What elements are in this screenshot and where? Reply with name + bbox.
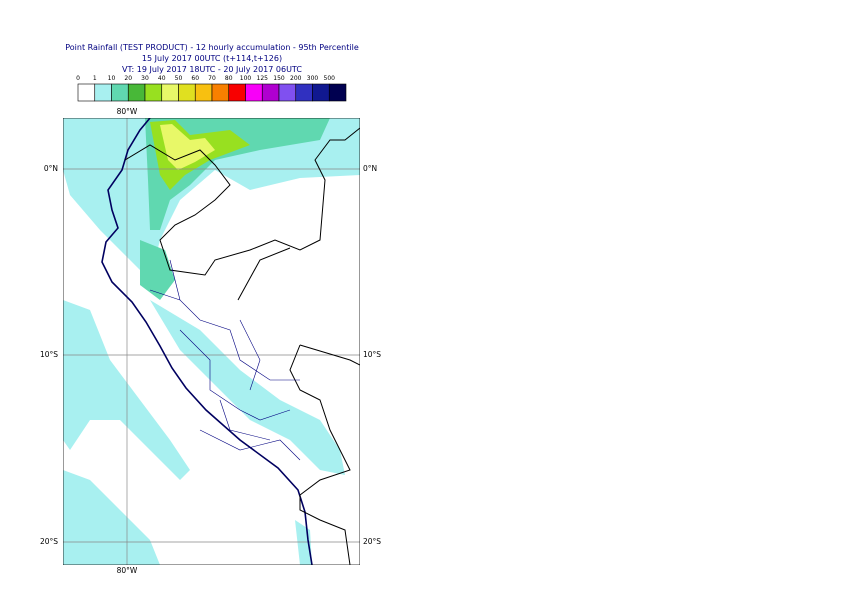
- colorbar-tick-label: 100: [240, 75, 252, 82]
- colorbar-swatch: [261, 83, 280, 102]
- lat-label: 10°S: [40, 350, 58, 359]
- colorbar-tick-label: 500: [324, 75, 336, 82]
- colorbar-swatch: [194, 83, 213, 102]
- valid-time: VT: 19 July 2017 18UTC - 20 July 2017 06…: [122, 65, 302, 74]
- base-time: 15 July 2017 00UTC (t+114,t+126): [142, 54, 282, 63]
- colorbar: 0 1 10 20 30 40 50 60 70 80 100 125 150 200 300 500: [76, 75, 347, 102]
- colorbar-tick-label: 40: [158, 75, 166, 82]
- title: Point Rainfall (TEST PRODUCT) - 12 hourl…: [65, 43, 359, 52]
- colorbar-tick-label: 1: [93, 75, 97, 82]
- colorbar-tick-label: 80: [225, 75, 233, 82]
- colorbar-swatch: [144, 83, 163, 102]
- coastline: [101, 118, 313, 565]
- lat-label: 10°S: [363, 350, 381, 359]
- colorbar-swatch: [295, 83, 313, 102]
- colorbar-tick-label: 30: [141, 75, 149, 82]
- colorbar-tick-label: 0: [76, 75, 80, 82]
- colorbar-swatch: [161, 83, 179, 102]
- colorbar-swatch: [228, 83, 246, 102]
- colorbar-tick-label: 200: [290, 75, 302, 82]
- colorbar-swatch: [77, 83, 96, 102]
- lon-label: 80°W: [117, 107, 138, 116]
- rain-area: [63, 470, 160, 565]
- colorbar-tick-label: 20: [124, 75, 132, 82]
- colorbar-tick-label: 10: [108, 75, 116, 82]
- colorbar-tick-label: 50: [175, 75, 183, 82]
- colorbar-tick-label: 150: [273, 75, 285, 82]
- colorbar-swatch: [111, 83, 129, 102]
- colorbar-swatch: [127, 83, 146, 102]
- colorbar-swatch: [94, 83, 112, 102]
- colorbar-swatch: [178, 83, 196, 102]
- rain-area: [160, 124, 215, 170]
- colorbar-swatch: [245, 83, 263, 102]
- map: [63, 118, 360, 565]
- colorbar-swatch: [312, 83, 330, 102]
- colorbar-swatch: [211, 83, 230, 102]
- rain-area: [63, 118, 360, 280]
- lat-label: 20°S: [363, 537, 381, 546]
- colorbar-swatch: [328, 83, 347, 102]
- colorbar-tick-label: 60: [191, 75, 199, 82]
- colorbar-tick-label: 70: [208, 75, 216, 82]
- rain-area: [150, 300, 345, 475]
- colorbar-tick-label: 125: [257, 75, 269, 82]
- rain-area: [140, 240, 175, 300]
- lat-label: 0°N: [363, 164, 377, 173]
- border: [124, 127, 360, 565]
- colorbar-tick-label: 300: [307, 75, 319, 82]
- region-border: [149, 259, 301, 461]
- lat-label: 0°N: [44, 164, 58, 173]
- colorbar-swatch: [278, 83, 297, 102]
- lat-label: 20°S: [40, 537, 58, 546]
- rain-area: [63, 300, 190, 480]
- lon-label: 80°W: [117, 566, 138, 575]
